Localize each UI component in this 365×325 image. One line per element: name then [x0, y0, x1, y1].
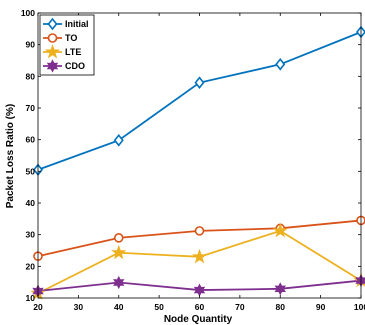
y-tick-label: 30	[26, 230, 36, 240]
x-tick-label: 40	[114, 302, 124, 312]
legend-label-to: TO	[65, 33, 77, 43]
legend-label-initial: Initial	[65, 19, 89, 29]
y-tick-label: 100	[21, 8, 35, 18]
data-point-to	[113, 233, 124, 243]
data-point-lte	[191, 248, 208, 264]
y-tick-label: 90	[26, 40, 36, 50]
x-tick-label: 20	[33, 302, 43, 312]
y-tick-label: 80	[26, 71, 36, 81]
data-point-lte	[111, 244, 127, 260]
data-point-to	[194, 226, 205, 236]
data-point-initial	[113, 134, 124, 147]
y-tick-label: 40	[26, 198, 36, 208]
data-point-cdo	[193, 283, 206, 297]
legend-label-cdo: CDO	[65, 61, 85, 71]
x-tick-label: 70	[235, 302, 245, 312]
legend-label-lte: LTE	[65, 47, 81, 57]
x-tick-label: 60	[195, 302, 205, 312]
legend-marker-initial	[47, 17, 58, 31]
x-tick-label: 50	[154, 302, 164, 312]
x-tick-label: 30	[74, 302, 84, 312]
legend-marker-to	[47, 33, 58, 43]
data-point-lte	[272, 222, 288, 238]
y-tick-label: 70	[26, 103, 36, 113]
y-axis-title: Packet Loss Ratio (%)	[5, 104, 16, 208]
axes-layer: 2030405060708090100102030405060708090100	[21, 8, 365, 312]
legend: Initial TO LTE CDO	[39, 14, 95, 76]
data-point-initial	[275, 58, 286, 71]
y-tick-label: 20	[26, 261, 36, 271]
legend-marker-cdo	[46, 59, 59, 73]
x-tick-label: 90	[316, 302, 326, 312]
x-axis-title: Node Quantity	[164, 314, 233, 325]
y-tick-label: 10	[26, 293, 36, 303]
data-point-cdo	[113, 275, 125, 290]
y-tick-label: 50	[26, 166, 36, 176]
data-point-cdo	[274, 282, 286, 296]
x-tick-label: 80	[276, 302, 286, 312]
x-tick-label: 100	[354, 302, 365, 312]
y-tick-label: 60	[26, 135, 36, 145]
legend-marker-lte	[44, 43, 61, 59]
data-point-initial	[194, 76, 205, 89]
